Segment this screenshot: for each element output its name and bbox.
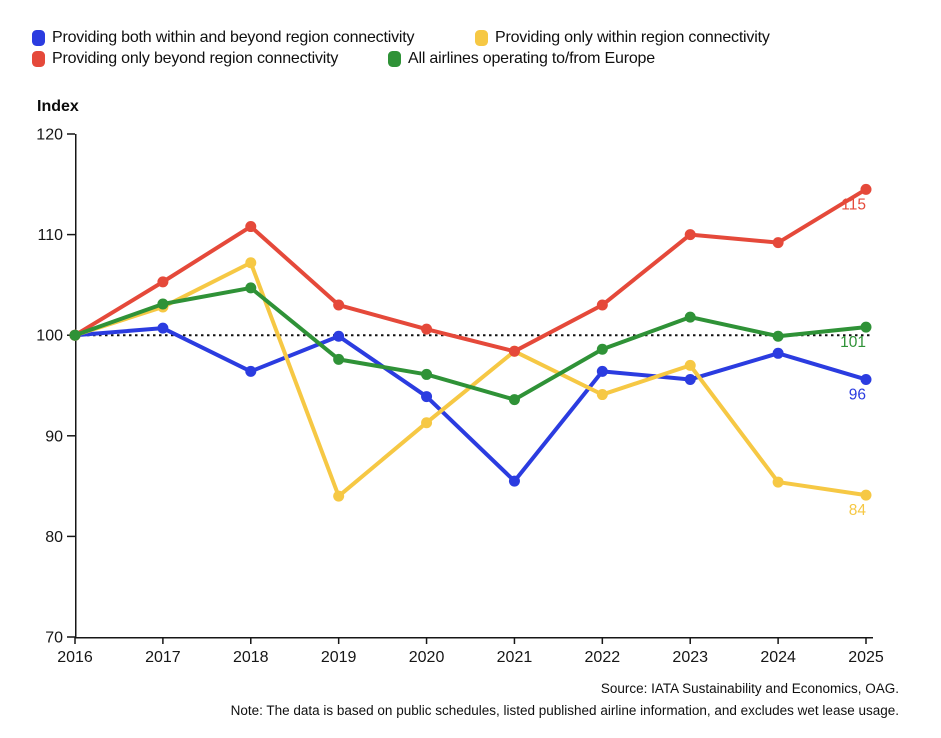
source-text: Source: IATA Sustainability and Economic… bbox=[600, 681, 899, 696]
x-tick-label: 2025 bbox=[848, 649, 884, 666]
y-tick-label: 70 bbox=[45, 630, 63, 647]
data-point bbox=[772, 237, 784, 249]
note-text: Note: The data is based on public schedu… bbox=[230, 703, 899, 718]
data-point bbox=[772, 347, 784, 359]
y-tick-label: 100 bbox=[36, 328, 63, 345]
data-point bbox=[69, 329, 81, 341]
legend-label: All airlines operating to/from Europe bbox=[408, 49, 655, 67]
data-point bbox=[157, 322, 169, 334]
legend-swatch-yellow bbox=[475, 29, 488, 46]
legend-item-within-connectivity: Providing only within region connectivit… bbox=[475, 29, 770, 46]
data-point bbox=[333, 490, 345, 502]
data-point bbox=[421, 417, 433, 429]
legend-item-both-connectivity: Providing both within and beyond region … bbox=[32, 29, 414, 46]
data-point bbox=[333, 299, 345, 311]
data-point bbox=[596, 299, 608, 311]
data-point bbox=[157, 276, 169, 288]
data-point bbox=[772, 476, 784, 488]
x-tick-label: 2022 bbox=[585, 649, 621, 666]
data-point bbox=[508, 475, 520, 487]
legend-label: Providing only beyond region connectivit… bbox=[52, 49, 339, 67]
series-line-0 bbox=[73, 326, 868, 484]
series-line-2 bbox=[73, 187, 868, 354]
series-end-label: 101 bbox=[840, 334, 866, 351]
y-tick-label: 90 bbox=[45, 428, 63, 445]
data-point bbox=[508, 394, 520, 406]
data-point bbox=[245, 257, 257, 269]
legend-label: Providing both within and beyond region … bbox=[52, 28, 415, 46]
series-end-label: 115 bbox=[841, 196, 866, 213]
legend-swatch-green bbox=[388, 50, 401, 67]
data-point bbox=[245, 221, 257, 233]
x-tick-label: 2024 bbox=[760, 649, 796, 666]
data-point bbox=[684, 373, 696, 385]
series-end-label: 96 bbox=[849, 386, 866, 403]
x-tick-label: 2019 bbox=[321, 649, 357, 666]
data-point bbox=[157, 298, 169, 310]
data-point bbox=[333, 330, 345, 342]
data-point bbox=[772, 330, 784, 342]
data-point bbox=[596, 389, 608, 401]
data-point bbox=[860, 489, 872, 501]
data-point bbox=[245, 365, 257, 377]
x-tick-label: 2017 bbox=[145, 649, 181, 666]
legend-item-all-airlines: All airlines operating to/from Europe bbox=[388, 50, 655, 67]
y-axis-title: Index bbox=[37, 98, 79, 115]
data-point bbox=[860, 373, 872, 385]
legend-label: Providing only within region connectivit… bbox=[495, 28, 770, 46]
data-point bbox=[684, 229, 696, 241]
data-point bbox=[508, 345, 520, 357]
data-point bbox=[596, 343, 608, 355]
x-tick-label: 2016 bbox=[57, 649, 93, 666]
x-tick-label: 2023 bbox=[672, 649, 708, 666]
data-point bbox=[684, 359, 696, 371]
x-tick-label: 2021 bbox=[497, 649, 533, 666]
data-point bbox=[421, 368, 433, 380]
data-point bbox=[596, 365, 608, 377]
series-end-label: 84 bbox=[849, 502, 867, 519]
data-point bbox=[860, 321, 872, 333]
data-point bbox=[684, 311, 696, 323]
data-point bbox=[245, 282, 257, 294]
series-line-3 bbox=[73, 285, 868, 402]
legend-swatch-blue bbox=[32, 29, 45, 46]
data-point bbox=[421, 391, 433, 403]
y-tick-label: 110 bbox=[37, 227, 63, 244]
data-point bbox=[333, 353, 345, 365]
x-tick-label: 2018 bbox=[233, 649, 269, 666]
y-tick-label: 120 bbox=[36, 127, 63, 144]
data-point bbox=[860, 183, 872, 195]
x-tick-label: 2020 bbox=[409, 649, 445, 666]
data-point bbox=[421, 323, 433, 335]
legend-item-beyond-connectivity: Providing only beyond region connectivit… bbox=[32, 50, 338, 67]
legend-swatch-red bbox=[32, 50, 45, 67]
y-tick-label: 80 bbox=[45, 529, 63, 546]
